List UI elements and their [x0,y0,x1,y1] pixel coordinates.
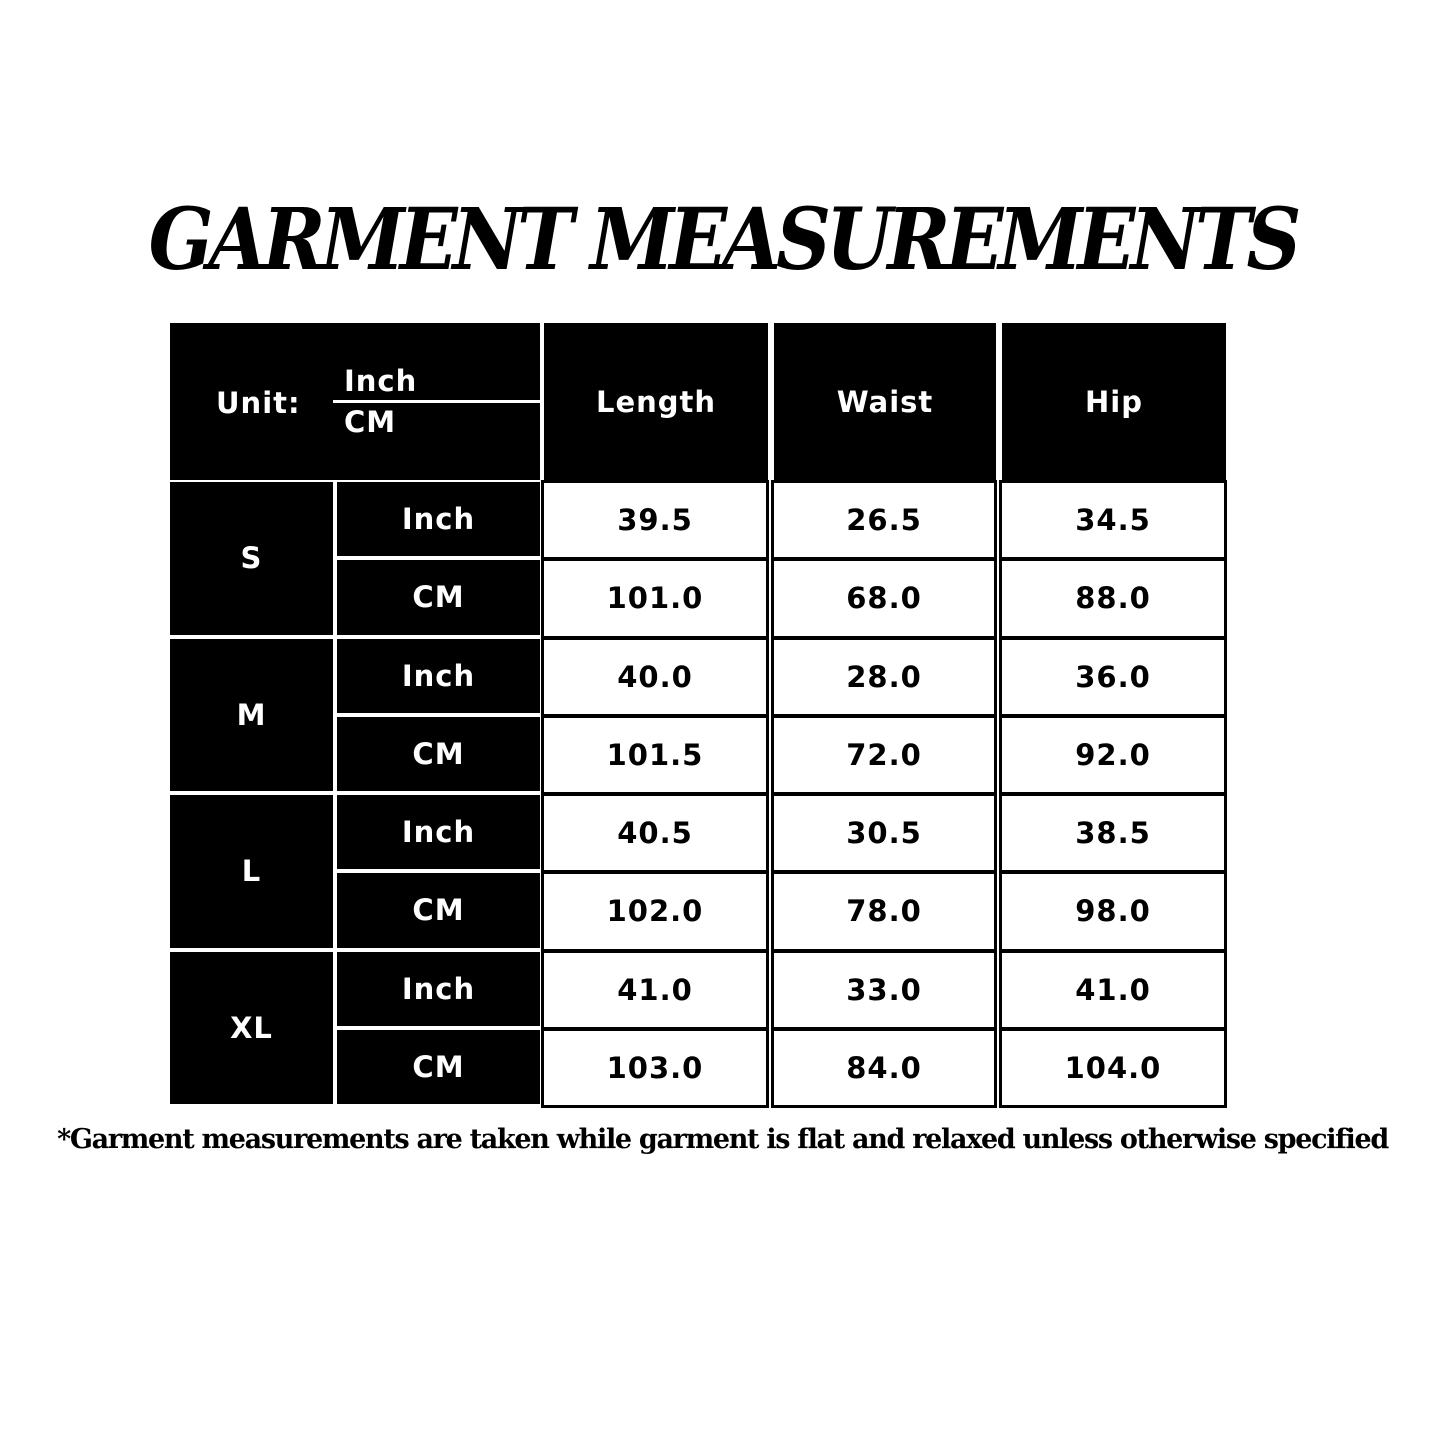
footnote: *Garment measurements are taken while ga… [57,1124,1389,1155]
column-header-waist: Waist [774,323,996,480]
value-cell-length: 103.0 [541,1027,769,1108]
unit-cell-cm: CM [337,560,540,635]
value-cell-waist: 68.0 [771,558,997,639]
page-title: GARMENT MEASUREMENTS [148,189,1302,290]
value-cell-waist: 28.0 [771,636,997,717]
size-label-m: M [170,638,333,791]
unit-label: Unit: [216,386,301,420]
value-cell-waist: 26.5 [771,480,997,561]
value-cell-waist: 30.5 [771,793,997,874]
value-cell-waist: 84.0 [771,1027,997,1108]
value-cell-length: 39.5 [541,480,769,561]
value-cell-waist: 78.0 [771,871,997,952]
unit-cell-cm: CM [337,873,540,948]
value-cell-hip: 92.0 [999,714,1227,795]
unit-cell-inch: Inch [337,638,540,713]
value-cell-length: 101.0 [541,558,769,639]
unit-cell-cm: CM [337,716,540,791]
unit-cell-inch: Inch [337,951,540,1026]
value-cell-length: 40.0 [541,636,769,717]
value-cell-hip: 88.0 [999,558,1227,639]
unit-divider [333,400,540,403]
value-cell-hip: 34.5 [999,480,1227,561]
value-cell-hip: 38.5 [999,793,1227,874]
value-cell-waist: 33.0 [771,949,997,1030]
column-header-length: Length [544,323,768,480]
value-cell-hip: 36.0 [999,636,1227,717]
size-label-l: L [170,795,333,948]
value-cell-hip: 41.0 [999,949,1227,1030]
value-cell-length: 41.0 [541,949,769,1030]
value-cell-length: 40.5 [541,793,769,874]
column-header-hip: Hip [1002,323,1226,480]
value-cell-length: 102.0 [541,871,769,952]
size-label-xl: XL [170,951,333,1104]
unit-cell-inch: Inch [337,795,540,870]
value-cell-hip: 98.0 [999,871,1227,952]
unit-inch-label: Inch [344,364,418,398]
value-cell-length: 101.5 [541,714,769,795]
unit-cm-label: CM [344,405,397,439]
value-cell-hip: 104.0 [999,1027,1227,1108]
size-label-s: S [170,482,333,635]
unit-cell-cm: CM [337,1029,540,1104]
unit-cell-inch: Inch [337,482,540,557]
value-cell-waist: 72.0 [771,714,997,795]
